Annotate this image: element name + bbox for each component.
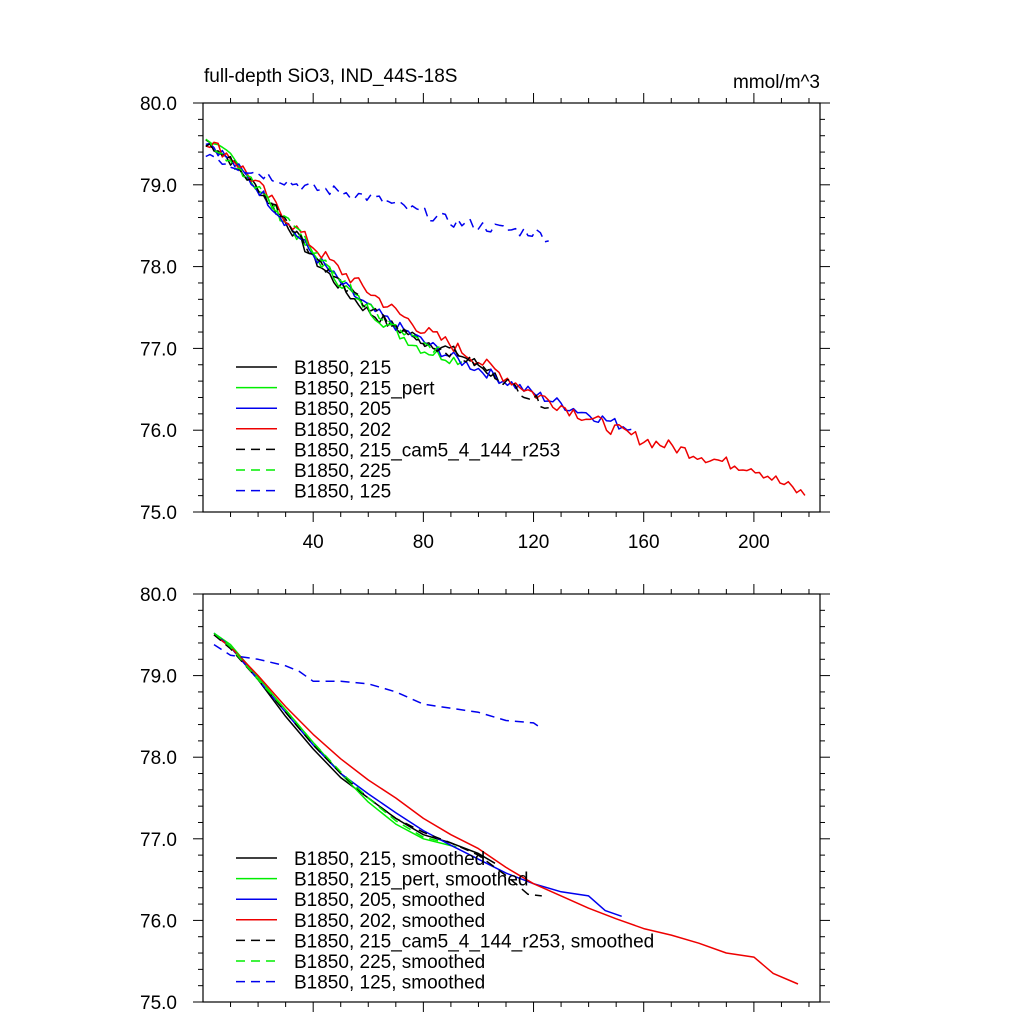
- legend-label: B1850, 125: [294, 482, 391, 503]
- top-panel: 40 80 120 160 200 80.0 79.0 78.0 77.0 76.0 75.0 B18…: [140, 93, 830, 553]
- chart-title: full-depth SiO3, IND_44S-18S: [204, 66, 457, 87]
- x-tick-label: 200: [738, 532, 770, 553]
- series-line: [205, 138, 442, 354]
- y-tick-label: 78.0: [140, 748, 177, 769]
- plot-frame: [202, 593, 821, 1003]
- units-label: mmol/m^3: [733, 72, 820, 93]
- series-line: [205, 153, 549, 243]
- y-tick-label: 77.0: [140, 830, 177, 851]
- y-tick-label: 79.0: [140, 176, 177, 197]
- legend-label: B1850, 202: [294, 420, 391, 441]
- series-line: [205, 142, 463, 366]
- legend-label: B1850, 215, smoothed: [294, 849, 485, 870]
- legend-label: B1850, 215: [294, 358, 391, 379]
- legend-label: B1850, 205, smoothed: [294, 890, 485, 911]
- series-line: [213, 634, 496, 864]
- series-line: [213, 634, 799, 985]
- legend-label: B1850, 215_cam5_4_144_r253, smoothed: [294, 931, 654, 952]
- legend-label: B1850, 125, smoothed: [294, 973, 485, 994]
- x-tick-label: 40: [303, 532, 324, 553]
- series-line: [213, 632, 457, 848]
- y-tick-label: 76.0: [140, 421, 177, 442]
- y-tick-label: 75.0: [140, 503, 177, 524]
- y-tick-label: 75.0: [140, 993, 177, 1014]
- plot-frame: [202, 102, 821, 513]
- legend-label: B1850, 215_pert, smoothed: [294, 870, 529, 891]
- series-line: [205, 142, 632, 431]
- legend-label: B1850, 225, smoothed: [294, 952, 485, 973]
- y-tick-label: 76.0: [140, 911, 177, 932]
- series-line: [213, 634, 542, 897]
- x-tick-label: 160: [628, 532, 660, 553]
- y-tick-label: 77.0: [140, 339, 177, 360]
- legend-label: B1850, 215_cam5_4_144_r253: [294, 440, 560, 461]
- y-tick-label: 78.0: [140, 258, 177, 279]
- legend-label: B1850, 205: [294, 399, 391, 420]
- y-tick-label: 79.0: [140, 667, 177, 688]
- x-tick-label: 80: [413, 532, 434, 553]
- legend-label: B1850, 225: [294, 461, 391, 482]
- series-line: [213, 632, 441, 842]
- series-line: [205, 141, 806, 496]
- series-line: [205, 143, 549, 409]
- series-line: [205, 139, 500, 384]
- legend-label: B1850, 202, smoothed: [294, 911, 485, 932]
- x-tick-label: 120: [518, 532, 550, 553]
- y-tick-label: 80.0: [140, 94, 177, 115]
- bottom-panel: 80.0 79.0 78.0 77.0 76.0 75.0 B1850, 215, smoo…: [140, 584, 830, 1014]
- y-tick-label: 80.0: [140, 585, 177, 606]
- legend-label: B1850, 215_pert: [294, 379, 435, 400]
